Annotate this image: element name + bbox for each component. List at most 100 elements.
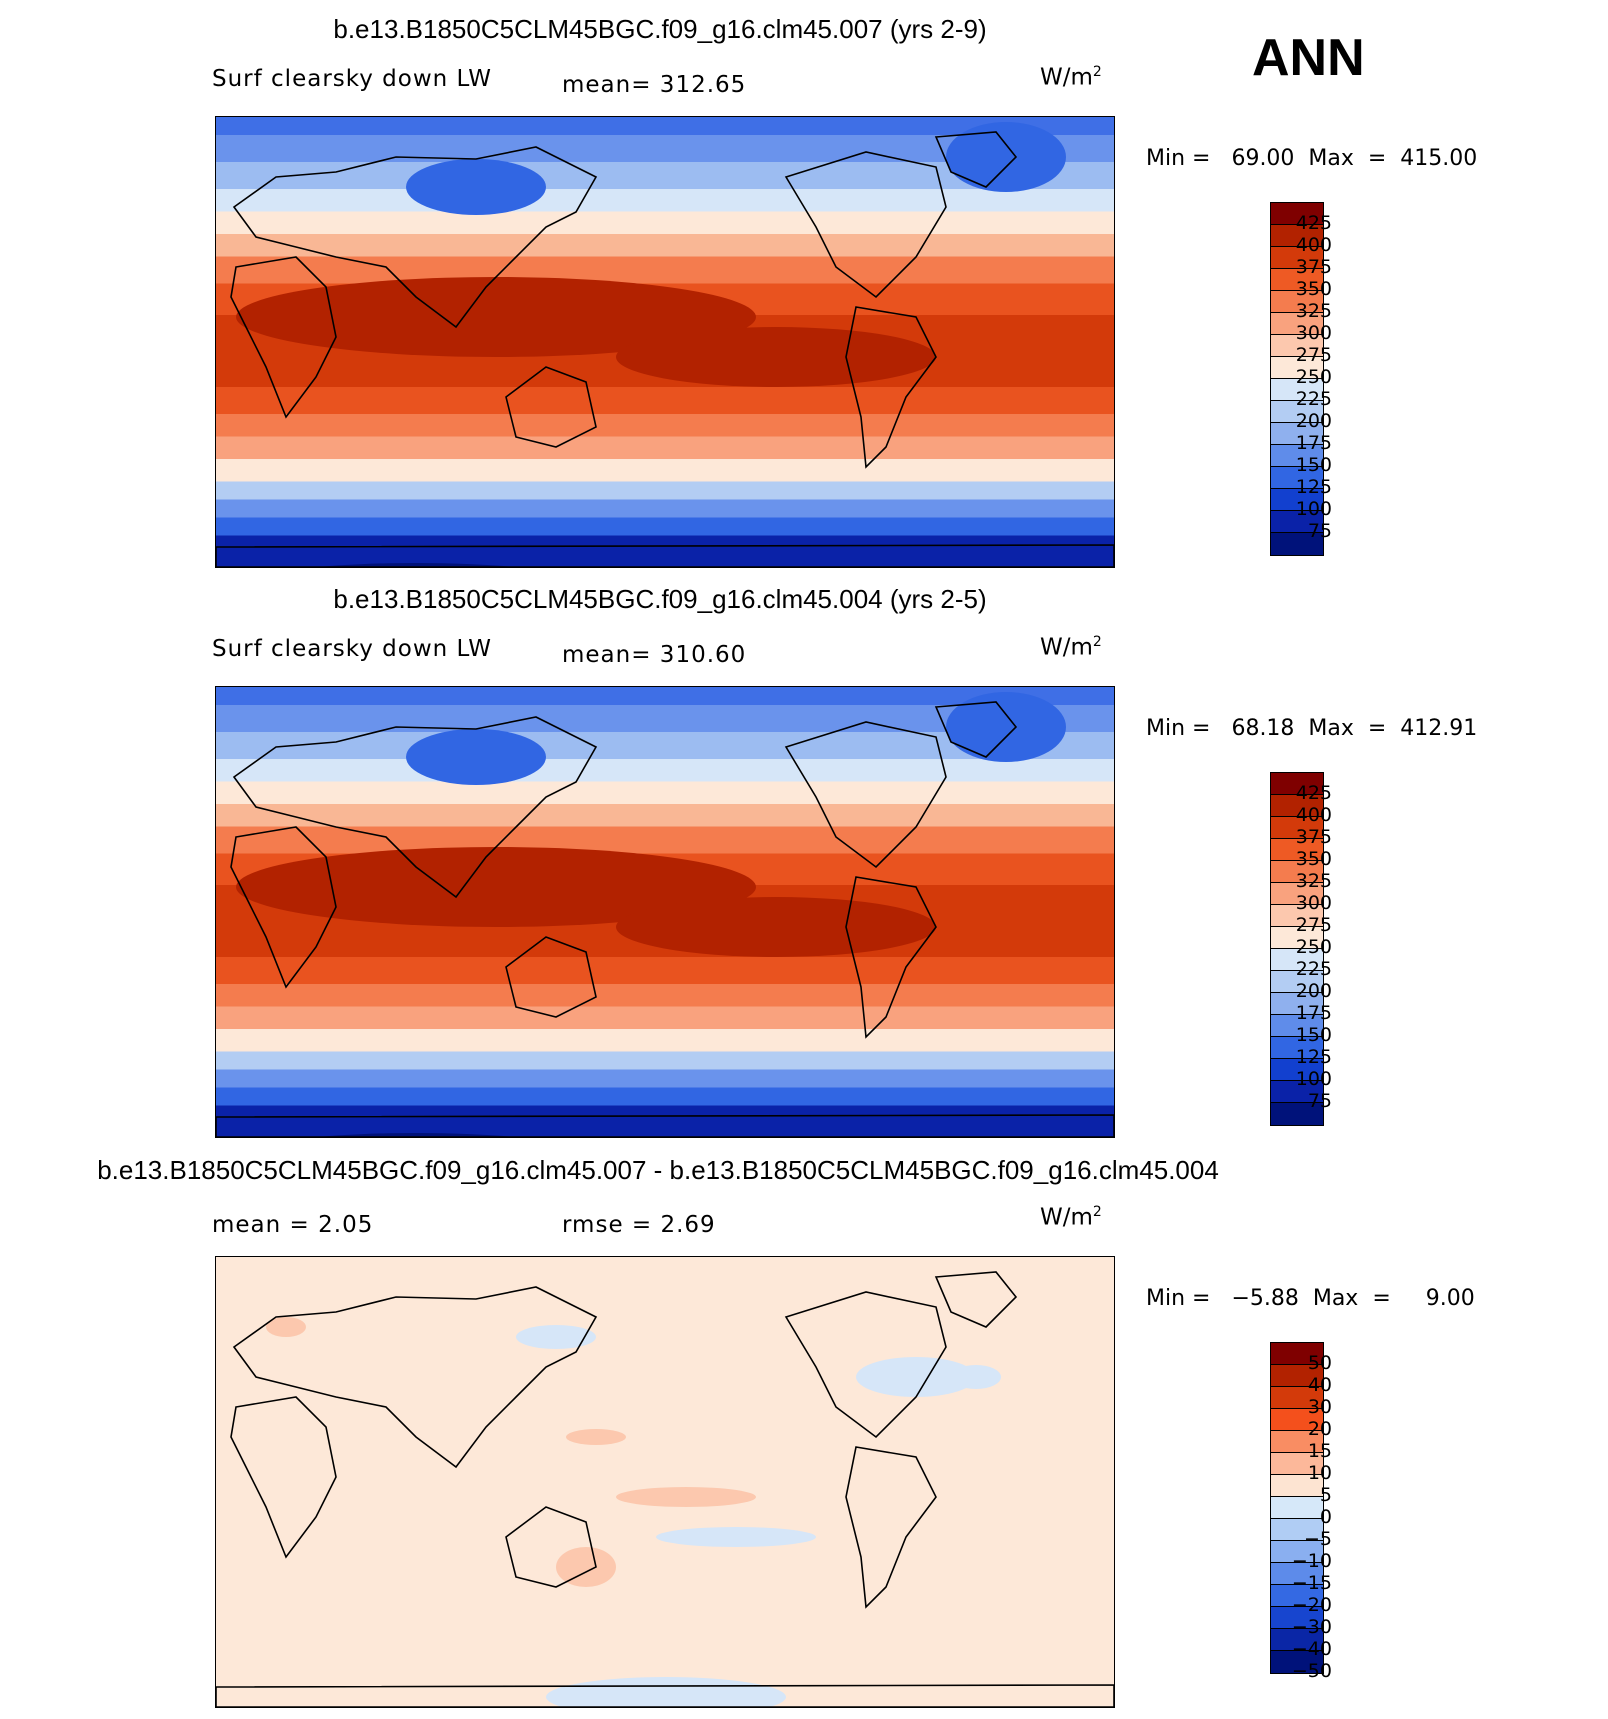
coastline xyxy=(216,544,1114,567)
panel-title: b.e13.B1850C5CLM45BGC.f09_g16.clm45.007 … xyxy=(333,14,987,44)
coastline xyxy=(934,1271,1018,1328)
coastline xyxy=(216,1114,1114,1137)
rmse-stat: rmse = 2.69 xyxy=(562,1212,716,1238)
coastline xyxy=(784,151,947,299)
latitude-band xyxy=(216,1087,1114,1107)
latitude-band xyxy=(216,189,1114,213)
colorbar-label: 15 xyxy=(1307,1440,1332,1462)
colorbar-swatch xyxy=(1271,1015,1323,1037)
colorbar-label: 225 xyxy=(1295,958,1332,980)
colorbar-swatch xyxy=(1271,795,1323,817)
colorbar xyxy=(1270,202,1324,556)
field-anomaly xyxy=(946,122,1066,192)
latitude-band xyxy=(216,1006,1114,1030)
coastline xyxy=(232,1286,598,1469)
field-anomaly xyxy=(318,1133,514,1137)
colorbar-label: 375 xyxy=(1295,826,1332,848)
colorbar-label: 75 xyxy=(1307,520,1332,542)
colorbar xyxy=(1270,772,1324,1126)
colorbar-label: 425 xyxy=(1295,782,1332,804)
colorbar-swatch xyxy=(1271,313,1323,335)
difference-region xyxy=(656,1527,816,1547)
colorbar-label: 275 xyxy=(1295,344,1332,366)
min-max-readout: Min = −5.88 Max = 9.00 xyxy=(1146,1286,1475,1311)
colorbar-label: 325 xyxy=(1295,870,1332,892)
difference-region xyxy=(616,1487,756,1507)
mean-stat: mean= 312.65 xyxy=(562,72,747,98)
colorbar-label: 125 xyxy=(1295,1046,1332,1068)
latitude-band xyxy=(216,256,1114,285)
colorbar-swatch xyxy=(1271,773,1323,795)
variable-label: Surf clearsky down LW xyxy=(212,66,492,92)
colorbar-label: 10 xyxy=(1307,1462,1332,1484)
colorbar-swatch xyxy=(1271,1651,1323,1673)
difference-region xyxy=(951,1365,1001,1389)
colorbar-swatch xyxy=(1271,861,1323,883)
colorbar-label: −10 xyxy=(1291,1550,1332,1572)
colorbar-label: 400 xyxy=(1295,234,1332,256)
latitude-band xyxy=(216,781,1114,805)
colorbar-label: 375 xyxy=(1295,256,1332,278)
coastline xyxy=(230,256,337,419)
colorbar-label: 300 xyxy=(1295,322,1332,344)
coastline xyxy=(845,306,937,469)
colorbar-label: 225 xyxy=(1295,388,1332,410)
colorbar-swatch xyxy=(1271,1081,1323,1103)
colorbar-swatch xyxy=(1271,1629,1323,1651)
season-label: ANN xyxy=(1252,29,1365,87)
difference-field xyxy=(216,1257,1114,1707)
latitude-band xyxy=(216,1029,1114,1053)
difference-region xyxy=(566,1429,626,1445)
latitude-band xyxy=(216,984,1114,1008)
colorbar-swatch xyxy=(1271,203,1323,225)
colorbar-label: 400 xyxy=(1295,804,1332,826)
colorbar-label: −20 xyxy=(1291,1594,1332,1616)
coastline xyxy=(230,1396,337,1559)
colorbar-swatch xyxy=(1271,1541,1323,1563)
latitude-band xyxy=(216,1105,1114,1137)
field-anomaly xyxy=(946,692,1066,762)
colorbar-swatch xyxy=(1271,291,1323,313)
colorbar-label: 30 xyxy=(1307,1396,1332,1418)
latitude-band xyxy=(216,459,1114,483)
colorbar-swatch xyxy=(1271,1453,1323,1475)
coastline xyxy=(232,146,598,329)
latitude-band xyxy=(216,234,1114,258)
colorbar-swatch xyxy=(1271,1475,1323,1497)
units-label: W/m2 xyxy=(1040,634,1102,661)
colorbar-swatch xyxy=(1271,993,1323,1015)
difference-region xyxy=(856,1357,976,1397)
colorbar-swatch xyxy=(1271,511,1323,533)
colorbar-label: 350 xyxy=(1295,848,1332,870)
field-anomaly xyxy=(318,563,514,567)
colorbar-label: 125 xyxy=(1295,476,1332,498)
colorbar-swatch xyxy=(1271,905,1323,927)
latitude-band xyxy=(216,1051,1114,1071)
colorbar-swatch xyxy=(1271,467,1323,489)
mean-stat: mean = 2.05 xyxy=(212,1212,374,1238)
colorbar-swatch xyxy=(1271,1585,1323,1607)
latitude-band xyxy=(216,535,1114,567)
colorbar-swatch xyxy=(1271,1103,1323,1125)
field-anomaly xyxy=(616,327,936,387)
coastline xyxy=(934,131,1018,188)
min-max-readout: Min = 69.00 Max = 415.00 xyxy=(1146,146,1478,171)
coastline xyxy=(845,1446,937,1609)
colorbar-swatch xyxy=(1271,379,1323,401)
field-anomaly xyxy=(406,159,546,215)
colorbar-label: 150 xyxy=(1295,1024,1332,1046)
coastline xyxy=(784,1291,947,1439)
colorbar-swatch xyxy=(1271,1519,1323,1541)
colorbar-swatch xyxy=(1271,1497,1323,1519)
variable-label: Surf clearsky down LW xyxy=(212,636,492,662)
min-max-readout: Min = 68.18 Max = 412.91 xyxy=(1146,716,1478,741)
latitude-band xyxy=(216,211,1114,235)
panel-title: b.e13.B1850C5CLM45BGC.f09_g16.clm45.007 … xyxy=(97,1155,1219,1185)
units-label: W/m2 xyxy=(1040,1204,1102,1231)
colorbar-swatch xyxy=(1271,445,1323,467)
map-panel-1 xyxy=(215,116,1115,568)
colorbar-swatch xyxy=(1271,489,1323,511)
units-label: W/m2 xyxy=(1040,64,1102,91)
coastline xyxy=(505,1506,597,1588)
colorbar-swatch xyxy=(1271,817,1323,839)
